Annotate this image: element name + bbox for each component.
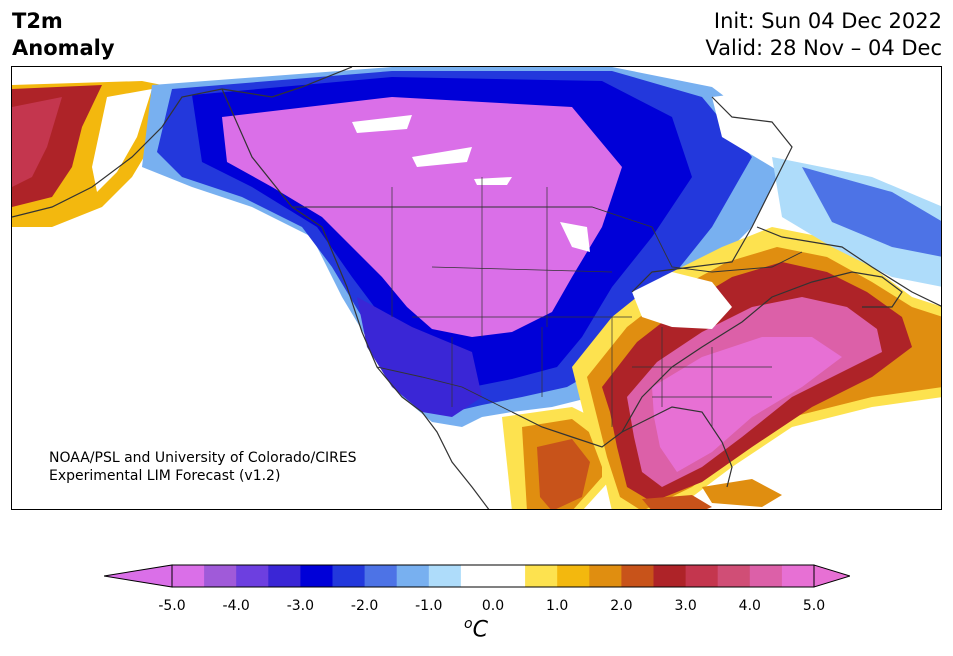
colorbar-cell — [460, 565, 494, 587]
anomaly-label: Anomaly — [12, 36, 115, 60]
coastline — [756, 226, 941, 307]
coastline — [12, 67, 353, 218]
colorbar-cell — [204, 565, 237, 587]
colorbar-cell — [589, 565, 622, 587]
colorbar-tick-label: 1.0 — [546, 598, 569, 614]
coastline — [621, 271, 903, 433]
colorbar-cell — [557, 565, 590, 587]
map-title: T2m Anomaly — [12, 8, 115, 62]
colorbar-unit: oC — [464, 616, 488, 642]
colorbar-tick-label: 4.0 — [738, 598, 761, 614]
colorbar-outline — [171, 564, 815, 588]
alaska-white-band — [92, 89, 152, 192]
map-svg — [12, 67, 941, 509]
colorbar-tick-label: -3.0 — [286, 598, 315, 614]
coastlines-borders — [12, 67, 941, 509]
colorbar-cell — [653, 565, 687, 587]
state-border — [391, 177, 772, 427]
colorbar-cell — [396, 565, 430, 587]
colorbar-cell — [493, 565, 526, 587]
interior-cold-core — [222, 97, 622, 337]
colorbar-tick-label: 5.0 — [802, 598, 826, 614]
credit-line-1: NOAA/PSL and University of Colorado/CIRE… — [49, 450, 357, 466]
colorbar-cell — [268, 565, 301, 587]
southeast-peak — [652, 337, 842, 472]
great-lakes-neutral — [632, 272, 732, 329]
colorbar-tick-label: -4.0 — [222, 598, 250, 614]
colorbar-cell — [364, 565, 398, 587]
southwest-cold — [357, 297, 482, 417]
anomaly-map — [11, 66, 942, 510]
colorbar-cells — [172, 565, 815, 587]
colorbar-cell — [428, 565, 462, 587]
colorbar-cell — [332, 565, 366, 587]
colorbar — [104, 564, 850, 588]
gulf-warm-core — [537, 439, 590, 509]
colorbar-tick-label: 2.0 — [610, 598, 633, 614]
water-body — [474, 177, 512, 185]
colorbar-under-arrow — [104, 564, 173, 588]
colorbar-cell — [781, 565, 815, 587]
colorbar-tick-label: -2.0 — [350, 598, 379, 614]
colorbar-tick-label: -1.0 — [415, 598, 443, 614]
colorbar-tick-label: 0.0 — [481, 598, 505, 614]
country-border — [376, 366, 513, 413]
credit-text: NOAA/PSL and University of Colorado/CIRE… — [49, 449, 357, 485]
water-body — [352, 115, 412, 133]
colorbar-over-arrow — [813, 564, 850, 588]
init-date: Init: Sun 04 Dec 2022 — [713, 9, 942, 33]
valid-range: Valid: 28 Nov – 04 Dec — [705, 36, 942, 60]
coastline — [631, 96, 793, 293]
water-body — [412, 147, 472, 167]
colorbar-cell — [621, 565, 654, 587]
unit-degree-prefix: o — [464, 616, 473, 632]
forecast-dates: Init: Sun 04 Dec 2022 Valid: 28 Nov – 04… — [705, 8, 942, 62]
colorbar-cell — [172, 565, 205, 587]
coastline — [511, 406, 733, 488]
colorbar-cell — [300, 565, 333, 587]
anomaly-fields — [12, 67, 941, 509]
colorbar-tick-label: -5.0 — [158, 598, 186, 614]
caribbean-warm — [642, 495, 712, 509]
unit-symbol: C — [472, 617, 488, 643]
cuba-warm — [702, 479, 782, 507]
variable-label: T2m — [12, 9, 63, 33]
credit-line-2: Experimental LIM Forecast (v1.2) — [49, 468, 281, 484]
water-body — [560, 222, 590, 252]
alaska-warm-peak — [12, 97, 62, 187]
country-border — [292, 206, 803, 273]
colorbar-tick-label: 3.0 — [674, 598, 697, 614]
colorbar-cell — [236, 565, 269, 587]
labrador-cold-deep — [802, 167, 941, 257]
colorbar-cell — [685, 565, 719, 587]
colorbar-cell — [525, 565, 558, 587]
colorbar-cell — [749, 565, 783, 587]
colorbar-cell — [717, 565, 751, 587]
